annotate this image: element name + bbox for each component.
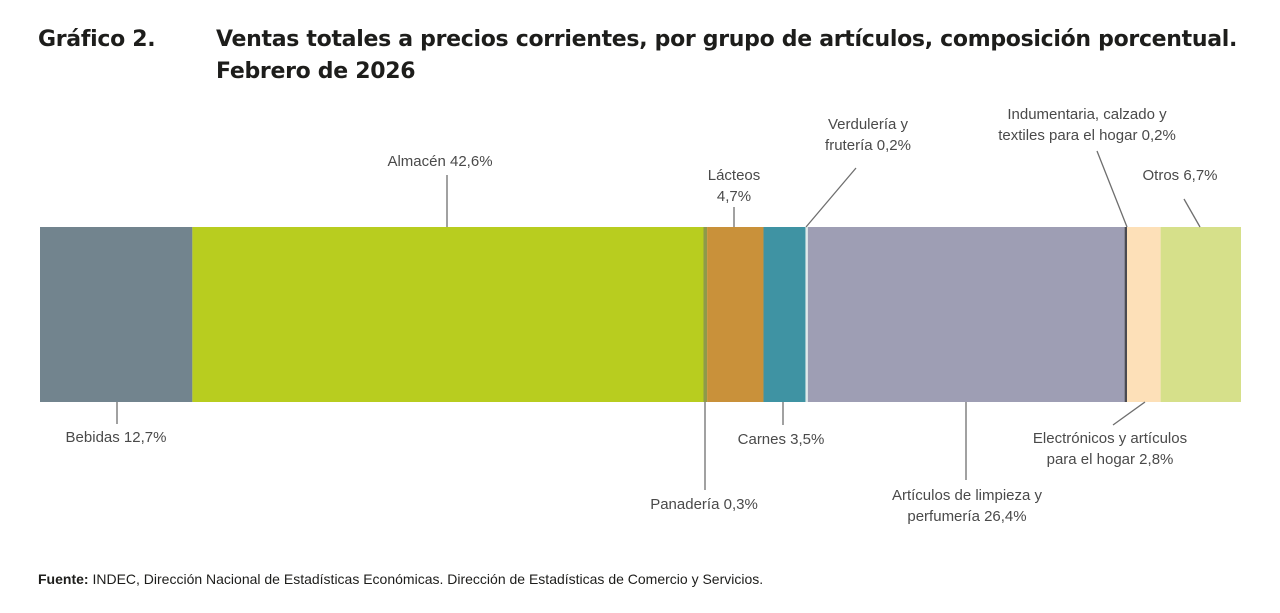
label-indumentaria-l2: textiles para el hogar 0,2% — [998, 127, 1176, 144]
bar-segment-indumentaria-calzado-y-textiles-para-el-hogar — [1124, 227, 1128, 402]
label-limpieza-l1: Artículos de limpieza y — [891, 487, 1043, 504]
leader-otros — [1183, 198, 1201, 228]
source-note: Fuente: INDEC, Dirección Nacional de Est… — [38, 571, 763, 587]
leader-indumentaria — [1096, 150, 1128, 228]
label-verduleria-l2: frutería 0,2% — [825, 137, 911, 154]
bar-segment-almacen — [192, 227, 704, 402]
label-lacteos-l1: Lácteos — [707, 167, 761, 184]
label-electronicos-l1: Electrónicos y artículos — [1032, 430, 1188, 447]
source-text: INDEC, Dirección Nacional de Estadística… — [88, 571, 764, 587]
label-indumentaria-l1: Indumentaria, calzado y — [1007, 106, 1167, 123]
bar-segment-verduleria-y-fruteria — [805, 227, 808, 402]
figure-number: Gráfico 2. — [38, 27, 156, 52]
label-otros: Otros 6,7% — [1142, 167, 1218, 184]
label-verduleria: Verdulería y frutería 0,2% — [825, 114, 911, 156]
source-label: Fuente: — [38, 571, 89, 587]
label-electronicos-l2: para el hogar 2,8% — [1046, 451, 1174, 468]
bar-segment-articulos-de-limpieza-y-perfumeria — [807, 227, 1125, 402]
label-lacteos: Lácteos 4,7% — [708, 165, 761, 207]
label-almacen: Almacén 42,6% — [387, 153, 493, 170]
label-lacteos-l2: 4,7% — [716, 188, 752, 205]
bar-segment-electronicos-y-articulos-para-el-hogar — [1127, 227, 1161, 402]
leader-verduleria — [805, 167, 857, 228]
bar-segment-bebidas — [40, 227, 193, 402]
leader-electronicos — [1112, 401, 1146, 426]
label-electronicos: Electrónicos y artículos para el hogar 2,… — [1033, 428, 1187, 470]
bar-segment-panaderia — [703, 227, 708, 402]
label-bebidas: Bebidas 12,7% — [65, 429, 167, 446]
label-carnes: Carnes 3,5% — [737, 431, 825, 448]
chart-title: Ventas totales a precios corrientes, por… — [216, 27, 1238, 52]
label-limpieza-l2: perfumería 26,4% — [907, 508, 1027, 525]
bar-segment-lacteos — [707, 227, 764, 402]
bar-segment-otros — [1160, 227, 1241, 402]
bar-segment-carnes — [763, 227, 806, 402]
chart-subtitle: Febrero de 2026 — [216, 59, 416, 84]
label-limpieza: Artículos de limpieza y perfumería 26,4% — [892, 485, 1042, 527]
label-panaderia: Panadería 0,3% — [650, 496, 758, 513]
label-verduleria-l1: Verdulería y — [827, 116, 909, 133]
label-indumentaria: Indumentaria, calzado y textiles para el … — [998, 104, 1176, 146]
